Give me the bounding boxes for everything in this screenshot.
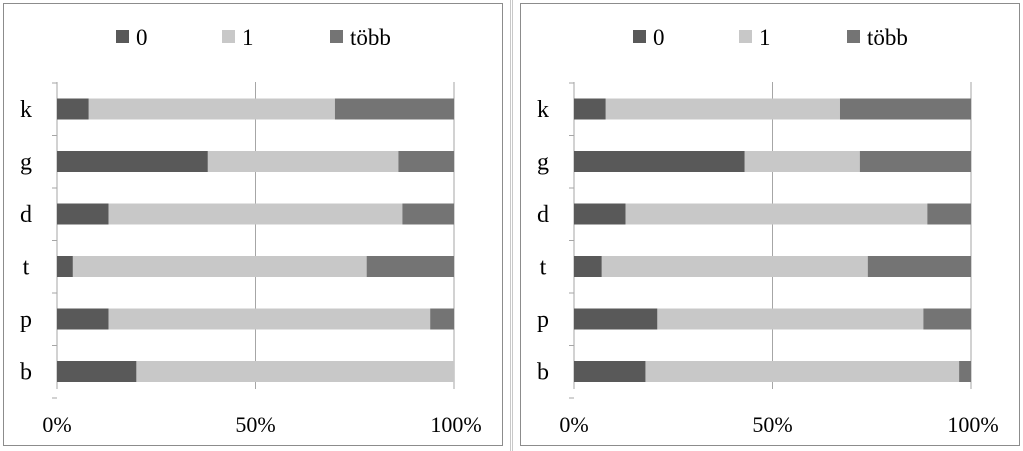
bar-t-zero	[57, 256, 73, 277]
category-label: t	[540, 255, 547, 281]
bar-g-zero	[57, 151, 208, 172]
bar-p-zero	[574, 308, 658, 330]
bar-d-one	[108, 203, 403, 225]
bar-k-tobb	[839, 98, 971, 120]
legend-label: 0	[653, 25, 665, 50]
bar-g-one	[744, 151, 860, 172]
category-label: g	[537, 150, 549, 176]
category-label: k	[537, 97, 549, 123]
bar-d-one	[625, 203, 928, 225]
chart-panel-right: k g d t p b 0% 50% 100% 0 1 több	[520, 3, 1020, 446]
bar-k-tobb	[334, 98, 454, 120]
legend-label: 0	[136, 25, 148, 50]
legend-label: több	[350, 25, 391, 50]
x-tick-label: 100%	[947, 412, 998, 437]
x-tick-label: 50%	[752, 412, 792, 437]
bar-d-tobb	[402, 203, 454, 225]
bar-t-one	[601, 256, 868, 277]
bar-k-zero	[574, 98, 606, 120]
bar-t-tobb	[867, 256, 971, 277]
legend-label: 1	[759, 25, 771, 50]
bar-t-zero	[574, 256, 602, 277]
bar-g-tobb	[398, 151, 454, 172]
bar-p-zero	[57, 308, 109, 330]
bar-p-one	[657, 308, 924, 330]
legend-label: 1	[242, 25, 254, 50]
category-label: g	[20, 150, 32, 176]
x-tick-label: 0%	[42, 412, 71, 437]
bar-g-one	[207, 151, 399, 172]
bar-b-tobb	[959, 361, 971, 382]
legend-swatch	[116, 30, 129, 43]
category-label: d	[537, 202, 549, 228]
stacked-bar-chart-right: k gd tp b 0% 50% 100% 0 1 több	[537, 25, 999, 437]
bar-b-one	[645, 361, 960, 382]
category-label: b	[537, 360, 549, 386]
category-label: b	[20, 360, 32, 386]
panel-divider	[510, 0, 513, 451]
bar-p-one	[108, 308, 431, 330]
x-tick-label: 100%	[430, 412, 481, 437]
bar-b-zero	[574, 361, 646, 382]
bar-d-zero	[57, 203, 109, 225]
x-tick-label: 50%	[235, 412, 275, 437]
category-label: d	[20, 202, 32, 228]
legend-swatch	[739, 30, 752, 43]
bar-g-zero	[574, 151, 745, 172]
bar-p-tobb	[430, 308, 454, 330]
x-tick-label: 0%	[559, 412, 588, 437]
legend-label: több	[867, 25, 908, 50]
bar-t-one	[72, 256, 367, 277]
bar-k-one	[88, 98, 335, 120]
bar-t-tobb	[366, 256, 454, 277]
stacked-bar-chart-left: k gd tp b 0% 50% 100% 0 1 több	[20, 25, 482, 437]
bar-p-tobb	[923, 308, 971, 330]
chart-panel-left: k g d t p b 0% 50% 100% 0 1 több	[3, 3, 503, 446]
bar-b-zero	[57, 361, 137, 382]
legend-swatch	[330, 30, 343, 43]
category-label: p	[20, 307, 32, 333]
bar-k-zero	[57, 98, 89, 120]
legend-swatch	[633, 30, 646, 43]
legend-swatch	[222, 30, 235, 43]
category-label: k	[20, 97, 32, 123]
legend-swatch	[847, 30, 860, 43]
bar-g-tobb	[859, 151, 971, 172]
bar-b-one	[136, 361, 454, 382]
bar-k-one	[605, 98, 840, 120]
category-label: p	[537, 307, 549, 333]
bar-d-tobb	[927, 203, 971, 225]
category-label: t	[23, 255, 30, 281]
bar-d-zero	[574, 203, 626, 225]
